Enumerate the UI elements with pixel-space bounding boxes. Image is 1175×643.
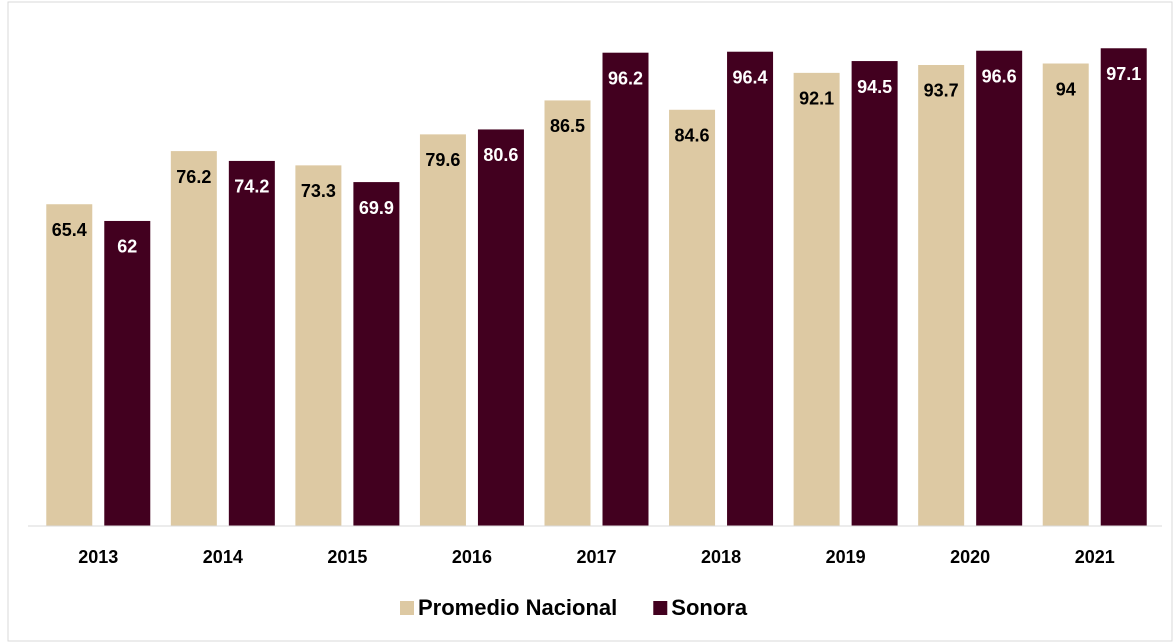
bar <box>793 72 840 527</box>
legend-swatch <box>653 601 668 615</box>
bar <box>727 51 774 526</box>
x-tick-label: 2021 <box>1075 547 1115 567</box>
bar <box>1042 63 1089 527</box>
bar <box>477 129 524 526</box>
bar <box>419 134 466 527</box>
data-label: 74.2 <box>234 177 269 197</box>
x-tick-label: 2018 <box>701 547 741 567</box>
bar <box>353 182 400 527</box>
x-tick-label: 2014 <box>203 547 243 567</box>
x-tick-label: 2017 <box>576 547 616 567</box>
data-label: 86.5 <box>550 116 585 136</box>
data-label: 94.5 <box>857 77 892 97</box>
x-tick-label: 2019 <box>826 547 866 567</box>
x-tick-label: 2015 <box>327 547 367 567</box>
data-label: 79.6 <box>425 150 460 170</box>
bar <box>976 50 1023 527</box>
x-tick-label: 2016 <box>452 547 492 567</box>
data-label: 94 <box>1056 79 1076 99</box>
legend-label: Promedio Nacional <box>418 595 617 620</box>
legend-label: Sonora <box>671 595 748 620</box>
bar <box>104 220 151 526</box>
data-label: 97.1 <box>1106 64 1141 84</box>
data-label: 80.6 <box>483 145 518 165</box>
bar <box>851 61 898 527</box>
x-tick-label: 2013 <box>78 547 118 567</box>
data-label: 76.2 <box>176 167 211 187</box>
bar <box>170 151 217 526</box>
data-label: 69.9 <box>359 198 394 218</box>
data-label: 96.6 <box>982 66 1017 86</box>
bar <box>1100 48 1147 526</box>
data-label: 93.7 <box>924 81 959 101</box>
data-label: 73.3 <box>301 181 336 201</box>
data-label: 96.2 <box>608 68 643 88</box>
data-label: 65.4 <box>52 220 87 240</box>
data-label: 84.6 <box>675 126 710 146</box>
data-label: 62 <box>117 237 137 257</box>
x-tick-label: 2020 <box>950 547 990 567</box>
bar <box>228 160 275 526</box>
legend-swatch <box>400 601 414 615</box>
data-label: 92.1 <box>799 89 834 109</box>
bar <box>295 165 342 526</box>
bar <box>669 109 716 526</box>
data-label: 96.4 <box>733 67 768 87</box>
bar <box>602 52 649 527</box>
bar <box>918 64 965 526</box>
bar <box>46 204 93 526</box>
bar <box>544 100 591 527</box>
